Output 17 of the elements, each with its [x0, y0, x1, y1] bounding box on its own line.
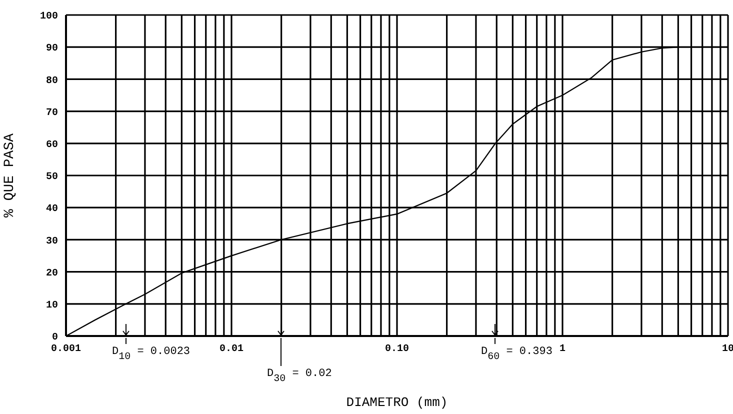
x-tick-label: 1 [559, 344, 566, 356]
x-tick-label: 0.10 [384, 344, 410, 356]
y-tick-label: 30 [46, 236, 58, 248]
y-tick-label: 50 [46, 172, 58, 184]
y-tick-label: 0 [52, 332, 58, 344]
y-tick-label: 60 [46, 140, 58, 151]
y-tick-label: 70 [46, 108, 58, 119]
y-tick-label: 20 [46, 268, 58, 280]
y-tick-label: 40 [46, 204, 58, 216]
y-axis-title: % QUE PASA [2, 132, 18, 218]
y-tick-label: 100 [40, 12, 58, 23]
y-tick-label: 90 [46, 44, 58, 55]
x-axis-title: DIAMETRO (mm) [346, 395, 448, 410]
y-tick-label: 10 [46, 300, 58, 312]
x-tick-label: 0.001 [50, 344, 82, 356]
x-tick-label: 0.01 [219, 344, 244, 356]
y-tick-label: 80 [46, 76, 58, 87]
